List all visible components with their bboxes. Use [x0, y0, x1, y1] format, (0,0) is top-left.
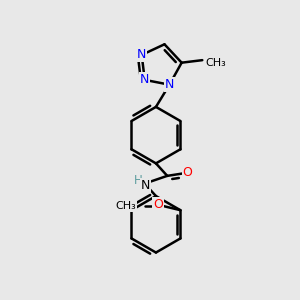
Text: CH₃: CH₃ [206, 58, 226, 68]
Text: O: O [182, 166, 192, 179]
Text: N: N [165, 78, 174, 91]
Text: H: H [134, 173, 142, 187]
Text: N: N [140, 74, 149, 86]
Text: N: N [137, 48, 146, 62]
Text: CH₃: CH₃ [115, 201, 136, 211]
Text: N: N [141, 179, 150, 193]
Text: O: O [154, 198, 163, 211]
